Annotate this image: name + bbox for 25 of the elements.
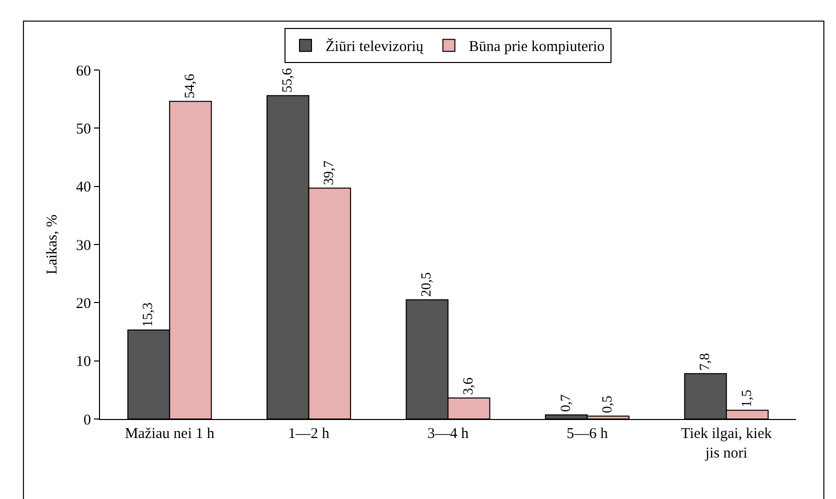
x-tick-label: Mažiau nei 1 h bbox=[124, 426, 215, 442]
data-label: 20,5 bbox=[420, 272, 435, 297]
data-label: 15,3 bbox=[141, 302, 156, 328]
y-tick-label: 0 bbox=[84, 412, 91, 428]
data-label: 55,6 bbox=[280, 68, 296, 93]
x-tick-label: 1—2 h bbox=[288, 426, 330, 442]
y-tick-label: 60 bbox=[76, 63, 91, 80]
data-label: 0,5 bbox=[600, 396, 616, 414]
data-label: 1,5 bbox=[740, 390, 755, 408]
legend-label: Būna prie kompiuterio bbox=[468, 39, 605, 56]
data-label: 0,7 bbox=[558, 394, 574, 412]
data-label: 39,7 bbox=[322, 160, 338, 186]
data-label: 54,6 bbox=[182, 74, 198, 98]
x-tick-label: 3—4 h bbox=[427, 426, 470, 442]
data-label: 3,6 bbox=[461, 378, 476, 396]
y-tick-label: 30 bbox=[76, 238, 91, 254]
y-tick-label: 10 bbox=[76, 354, 91, 370]
y-tick-label: 50 bbox=[76, 121, 91, 138]
x-tick-label: 5—6 h bbox=[566, 426, 608, 442]
y-tick-label: 20 bbox=[76, 296, 91, 312]
data-label: 7,8 bbox=[698, 353, 714, 371]
y-tick-label: 40 bbox=[76, 180, 91, 196]
x-tick-label: Tiek ilgai, kiek jis nori bbox=[681, 426, 772, 462]
y-axis-title: Laikas, % bbox=[44, 214, 60, 274]
legend-label: Žiūri televizorių bbox=[326, 38, 424, 56]
